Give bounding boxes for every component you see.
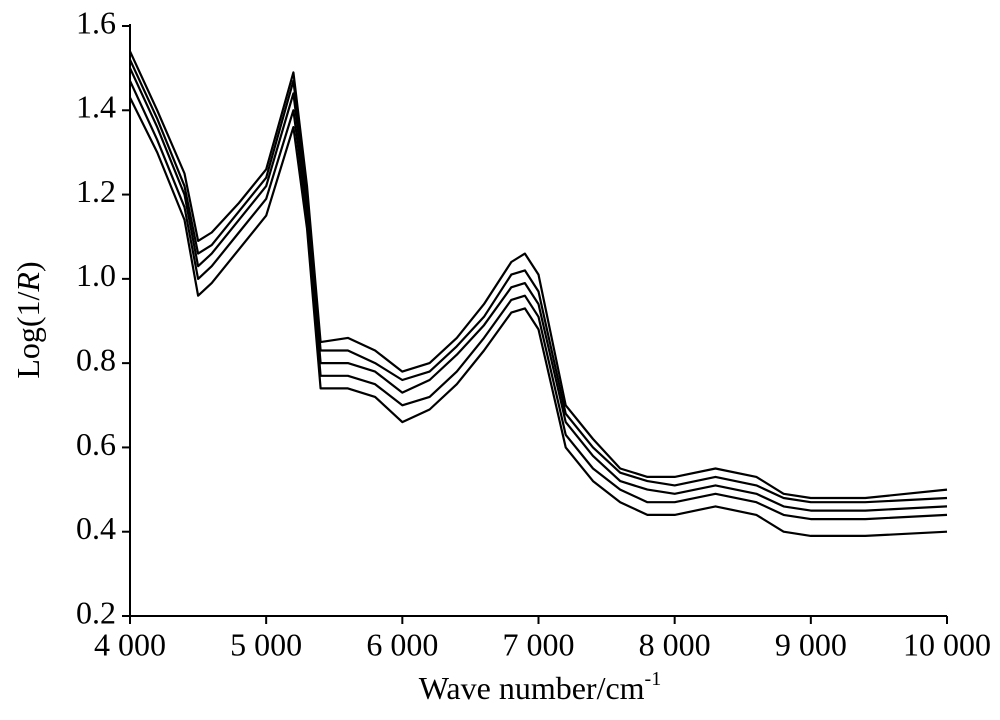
x-tick-label: 5 000 [230, 626, 302, 662]
x-tick-label: 8 000 [639, 626, 711, 662]
x-label-text: Wave number/cm [419, 670, 645, 706]
x-axis-label: Wave number/cm-1 [419, 668, 661, 707]
x-label-sup: -1 [645, 668, 662, 690]
y-tick-label: 0.8 [76, 341, 116, 377]
spectrum-line [129, 59, 948, 504]
x-tick-label: 4 000 [94, 626, 166, 662]
y-tick-label: 0.4 [76, 510, 116, 546]
spectrum-line [129, 50, 948, 500]
x-tick-label: 10 000 [903, 626, 991, 662]
x-tick-label: 6 000 [366, 626, 438, 662]
spectrum-line [129, 67, 948, 512]
y-tick-label: 1.4 [76, 89, 116, 125]
x-tick-label: 7 000 [503, 626, 575, 662]
y-axis-label: Log(1/R) [10, 261, 46, 378]
y-label-text: Log(1/ [10, 291, 46, 378]
y-label-italic: R [10, 272, 46, 293]
x-tick-label: 9 000 [775, 626, 847, 662]
y-tick-label: 0.6 [76, 426, 116, 462]
spectrum-line [129, 80, 948, 521]
y-tick-label: 0.2 [76, 594, 116, 630]
y-label-text: ) [10, 261, 46, 272]
spectrum-line [129, 97, 948, 537]
y-tick-label: 1.2 [76, 173, 116, 209]
y-tick-label: 1.6 [76, 4, 116, 40]
y-tick-label: 1.0 [76, 257, 116, 293]
